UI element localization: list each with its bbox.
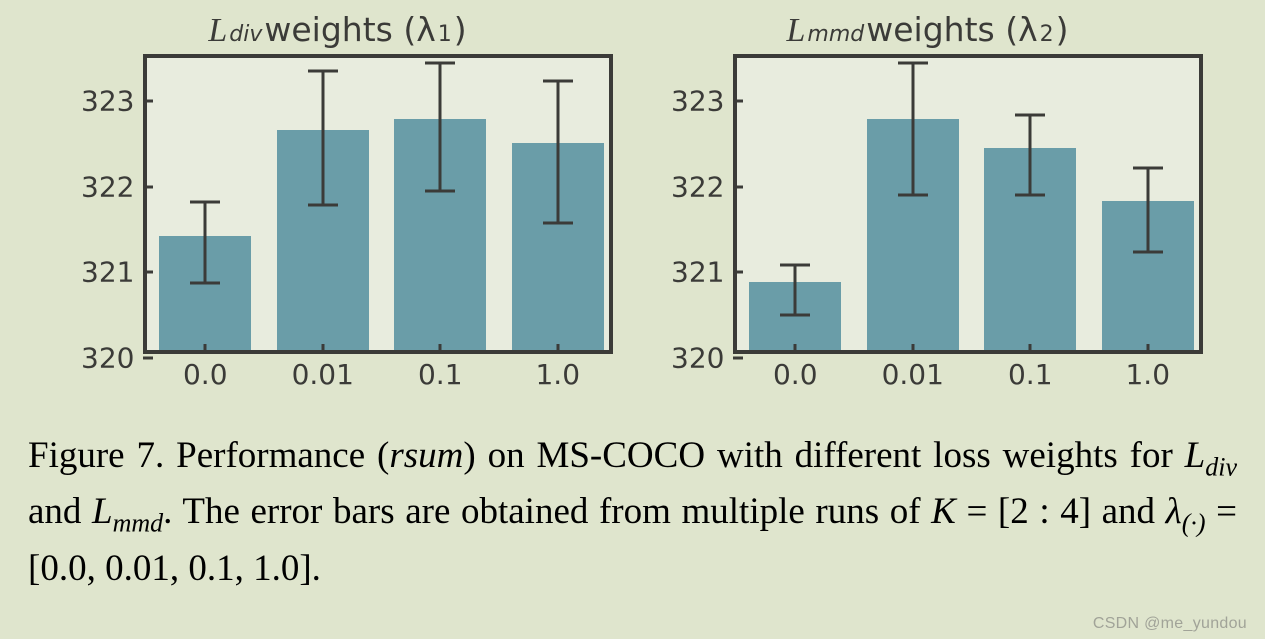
caption-sub-dot: (·)	[1182, 509, 1206, 538]
chart-title-lmmd: Lmmd weights (λ2)	[787, 10, 1069, 50]
chart-body-ldiv: 3203213223230.00.010.11.0	[143, 54, 613, 354]
xtick-label: 0.0	[773, 350, 818, 391]
chart-title-ldiv: Ldiv weights (λ1)	[208, 10, 466, 50]
errorbar-cap	[780, 264, 810, 267]
errorbar-cap	[1015, 194, 1045, 197]
ytick-mark	[733, 357, 743, 360]
chart-panel-lmmd: Lmmd weights (λ2)3203213223230.00.010.11…	[653, 10, 1203, 400]
caption-text: . The error bars are obtained from multi…	[163, 491, 931, 532]
errorbar-cap	[190, 281, 220, 284]
ytick-label: 321	[671, 256, 736, 289]
ytick-label: 320	[81, 342, 146, 375]
ytick-mark	[733, 271, 743, 274]
ytick-mark	[733, 99, 743, 102]
caption-text: Performance (	[164, 435, 389, 476]
caption-text: and	[28, 491, 92, 532]
errorbar-line	[556, 81, 559, 223]
errorbar-cap	[780, 314, 810, 317]
ytick-label: 322	[671, 170, 736, 203]
chart-panel-ldiv: Ldiv weights (λ1)3203213223230.00.010.11…	[63, 10, 613, 400]
errorbar-cap	[898, 62, 928, 65]
errorbar-cap	[1133, 166, 1163, 169]
caption-sub-mmd: mmd	[113, 509, 164, 538]
errorbar-line	[1029, 115, 1032, 196]
errorbar-line	[794, 265, 797, 315]
ytick-mark	[143, 271, 153, 274]
errorbar-cap	[190, 201, 220, 204]
ytick-label: 323	[81, 84, 146, 117]
errorbar-cap	[1015, 113, 1045, 116]
xtick-label: 0.1	[1008, 350, 1053, 391]
ytick-label: 323	[671, 84, 736, 117]
ytick-label: 322	[81, 170, 146, 203]
charts-row: Ldiv weights (λ1)3203213223230.00.010.11…	[0, 0, 1265, 400]
errorbar-cap	[1133, 250, 1163, 253]
errorbar-cap	[898, 194, 928, 197]
errorbar-cap	[425, 62, 455, 65]
ytick-label: 321	[81, 256, 146, 289]
ytick-label: 320	[671, 342, 736, 375]
errorbar-line	[204, 202, 207, 283]
xtick-label: 0.01	[882, 350, 944, 391]
watermark: CSDN @me_yundou	[1093, 615, 1247, 633]
ytick-mark	[733, 185, 743, 188]
ytick-mark	[143, 357, 153, 360]
ytick-mark	[143, 99, 153, 102]
xtick-label: 1.0	[1125, 350, 1170, 391]
xtick-label: 0.0	[183, 350, 228, 391]
errorbar-line	[1146, 168, 1149, 252]
caption-K: K	[931, 491, 956, 532]
caption-rsum: rsum	[389, 435, 463, 476]
xtick-label: 1.0	[535, 350, 580, 391]
caption-lambda: λ	[1166, 491, 1182, 532]
caption-sub-div: div	[1205, 452, 1237, 481]
caption-text: ) on MS-COCO with different loss weights…	[463, 435, 1184, 476]
errorbar-line	[439, 63, 442, 191]
errorbar-cap	[543, 222, 573, 225]
caption-L-div: L	[1185, 435, 1206, 476]
ytick-mark	[143, 185, 153, 188]
errorbar-cap	[308, 204, 338, 207]
caption-text: = [2 : 4] and	[956, 491, 1166, 532]
errorbar-line	[911, 63, 914, 195]
figure-caption: Figure 7. Performance (rsum) on MS-COCO …	[0, 400, 1265, 595]
errorbar-cap	[425, 189, 455, 192]
errorbar-cap	[308, 69, 338, 72]
figure-container: Ldiv weights (λ1)3203213223230.00.010.11…	[0, 0, 1265, 639]
caption-fig-label: Figure 7.	[28, 435, 164, 476]
caption-L-mmd: L	[92, 491, 113, 532]
xtick-label: 0.1	[418, 350, 463, 391]
xtick-label: 0.01	[292, 350, 354, 391]
chart-body-lmmd: 3203213223230.00.010.11.0	[733, 54, 1203, 354]
errorbar-line	[321, 71, 324, 206]
errorbar-cap	[543, 80, 573, 83]
